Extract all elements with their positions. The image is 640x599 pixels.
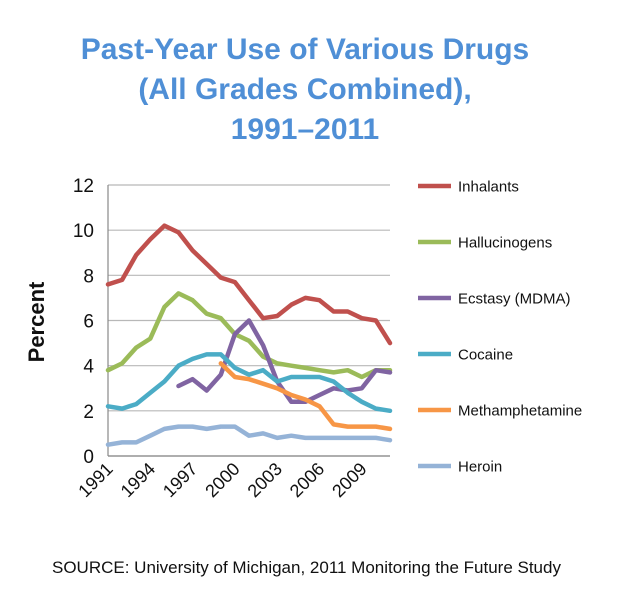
y-tick-label: 10: [73, 221, 94, 242]
legend-label: Ecstasy (MDMA): [458, 291, 571, 308]
x-tick-label: 1994: [117, 459, 159, 501]
y-tick-label: 4: [83, 357, 94, 378]
x-tick-label: 2006: [286, 459, 328, 501]
legend-label: Hallucinogens: [458, 235, 552, 252]
series-line-hallucinogens: [105, 291, 393, 380]
chart-title-line-3: 1991–2011: [230, 113, 380, 146]
chart-title: Past-Year Use of Various Drugs (All Grad…: [0, 30, 610, 150]
x-tick-label: 1991: [74, 459, 116, 501]
legend-label: Inhalants: [458, 179, 519, 196]
x-tick-label: 1997: [159, 459, 201, 501]
y-tick-label: 0: [83, 447, 94, 468]
series-line-methamphetamine: [218, 361, 393, 432]
y-tick-label: 8: [83, 266, 94, 287]
legend-label: Heroin: [458, 459, 502, 476]
y-axis-label: Percent: [24, 281, 49, 362]
chart-title-line-2: (All Grades Combined),: [138, 73, 472, 106]
y-tick-label: 2: [83, 402, 94, 423]
series-line-inhalants: [105, 223, 393, 346]
x-tick-label: 2000: [201, 459, 243, 501]
source-note: SOURCE: University of Michigan, 2011 Mon…: [52, 558, 561, 577]
y-tick-label: 6: [83, 312, 94, 333]
legend-label: Cocaine: [458, 347, 513, 364]
y-tick-label: 12: [73, 176, 94, 197]
series-line-heroin: [105, 424, 393, 447]
chart-title-line-1: Past-Year Use of Various Drugs: [80, 33, 530, 66]
x-tick-label: 2009: [328, 459, 370, 501]
x-tick-label: 2003: [244, 459, 286, 501]
series-line-cocaine: [105, 352, 393, 414]
legend-label: Methamphetamine: [458, 403, 582, 420]
